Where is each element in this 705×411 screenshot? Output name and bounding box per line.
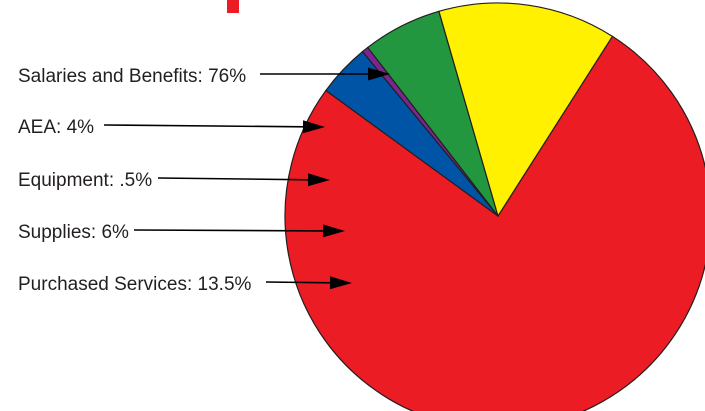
slice-label-purchased-services: Purchased Services: 13.5%	[18, 274, 252, 295]
leader-line-aea	[103, 124, 306, 128]
slice-label-salaries-and-benefits: Salaries and Benefits: 76%	[18, 66, 246, 87]
arrowhead-supplies	[322, 224, 345, 238]
slice-callouts: Salaries and Benefits: 76% AEA: 4% Equipme…	[18, 66, 390, 295]
pie-slices	[284, 2, 705, 411]
header-accent-bar	[227, 0, 239, 13]
slice-label-supplies: Supplies: 6%	[18, 222, 129, 243]
arrowhead-purchased-services	[329, 276, 352, 290]
slice-label-aea: AEA: 4%	[18, 117, 94, 138]
leader-line-equipment	[157, 177, 311, 181]
leader-line-purchased-services	[265, 281, 333, 284]
arrowhead-salaries-and-benefits	[368, 67, 390, 81]
pie-slice-salaries-and-benefits	[284, 35, 705, 411]
arrowhead-aea	[302, 120, 325, 134]
slice-label-equipment: Equipment: .5%	[18, 170, 152, 191]
pie-slice-purchased-services	[438, 2, 614, 218]
leader-line-supplies	[133, 229, 326, 232]
arrowhead-equipment	[307, 173, 330, 187]
